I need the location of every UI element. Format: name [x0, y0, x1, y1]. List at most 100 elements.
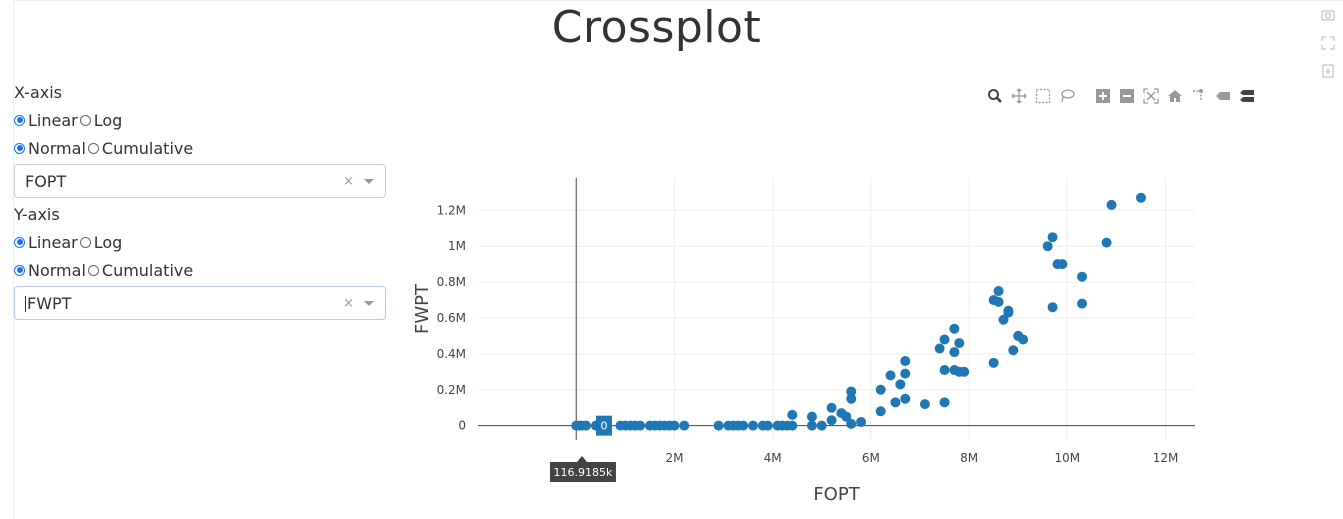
radio-unchecked-icon[interactable]: [87, 264, 99, 276]
data-point[interactable]: [787, 420, 798, 431]
data-point[interactable]: [748, 420, 759, 431]
data-point[interactable]: [787, 409, 798, 420]
data-point[interactable]: [1057, 259, 1068, 270]
zoom-in-icon[interactable]: [1094, 88, 1112, 104]
data-point[interactable]: [885, 370, 896, 381]
radio-unchecked-icon[interactable]: [79, 236, 91, 248]
data-point[interactable]: [856, 417, 867, 428]
data-point[interactable]: [806, 411, 817, 422]
hover-closest-icon[interactable]: [1214, 88, 1232, 104]
data-point[interactable]: [846, 418, 857, 429]
x-scale-linear-option[interactable]: Linear: [14, 111, 78, 130]
data-point[interactable]: [806, 420, 817, 431]
radio-checked-icon[interactable]: [14, 236, 25, 248]
data-point[interactable]: [1042, 241, 1053, 252]
data-point[interactable]: [954, 338, 965, 349]
data-point[interactable]: [1018, 334, 1029, 345]
radio-checked-icon[interactable]: [14, 142, 25, 154]
data-point[interactable]: [939, 397, 950, 408]
data-point[interactable]: [1135, 192, 1146, 203]
radio-checked-icon[interactable]: [14, 114, 25, 126]
data-point[interactable]: [939, 365, 950, 376]
data-point[interactable]: [949, 323, 960, 334]
data-point[interactable]: [669, 420, 680, 431]
fullscreen-icon[interactable]: [1321, 36, 1335, 50]
scatter-plot[interactable]: 2M 4M 6M 8M 10M 12M 0 0.2M 0.4M 0.6M 0.8M 1M 1.2M FOP…: [400, 160, 1220, 515]
y-axis-label: Y-axis: [14, 205, 60, 224]
data-point[interactable]: [949, 347, 960, 358]
x-variable-dropdown[interactable]: FOPT ×: [14, 164, 386, 198]
option-label: Log: [93, 232, 123, 252]
side-toolbar: [1321, 8, 1335, 78]
data-point[interactable]: [1047, 302, 1058, 313]
camera-icon[interactable]: [1321, 8, 1335, 22]
radio-unchecked-icon[interactable]: [79, 114, 91, 126]
y-scale-log-option[interactable]: Log: [79, 232, 123, 252]
y-mode-cumulative-option[interactable]: Cumulative: [87, 261, 193, 280]
data-point[interactable]: [679, 420, 690, 431]
data-point[interactable]: [581, 420, 592, 431]
data-point[interactable]: [1047, 232, 1058, 243]
data-point[interactable]: [846, 386, 857, 397]
option-label: Normal: [28, 260, 86, 280]
chevron-down-icon[interactable]: [364, 300, 374, 306]
data-point[interactable]: [900, 356, 911, 367]
clear-icon[interactable]: ×: [343, 173, 354, 189]
data-point[interactable]: [826, 415, 837, 426]
data-point[interactable]: [1008, 345, 1019, 356]
data-point[interactable]: [900, 368, 911, 379]
data-point[interactable]: [993, 296, 1004, 307]
box-select-icon[interactable]: [1034, 88, 1052, 104]
data-point[interactable]: [875, 406, 886, 417]
data-point[interactable]: [875, 384, 886, 395]
x-mode-normal-option[interactable]: Normal: [14, 139, 86, 158]
x-variable-value: FOPT: [25, 171, 67, 191]
data-point[interactable]: [846, 393, 857, 404]
data-point[interactable]: [826, 402, 837, 413]
download-icon[interactable]: [1321, 64, 1335, 78]
x-scale-log-option[interactable]: Log: [79, 110, 123, 130]
clear-icon[interactable]: ×: [343, 295, 354, 311]
data-point[interactable]: [895, 379, 906, 390]
radio-checked-icon[interactable]: [14, 264, 25, 276]
chevron-down-icon[interactable]: [364, 178, 374, 184]
data-point[interactable]: [993, 286, 1004, 297]
data-point[interactable]: [713, 420, 724, 431]
option-label: Log: [93, 110, 123, 130]
data-point[interactable]: [890, 397, 901, 408]
y-variable-input[interactable]: FWPT: [25, 294, 343, 313]
option-label: Linear: [28, 110, 78, 130]
data-point[interactable]: [762, 420, 773, 431]
y-tick-label: 0.4M: [437, 347, 466, 361]
data-point[interactable]: [959, 366, 970, 377]
data-point[interactable]: [939, 334, 950, 345]
data-point[interactable]: [1077, 298, 1088, 309]
y-mode-normal-option[interactable]: Normal: [14, 261, 86, 280]
data-point[interactable]: [988, 357, 999, 368]
zoom-out-icon[interactable]: [1118, 88, 1136, 104]
radio-unchecked-icon[interactable]: [87, 142, 99, 154]
data-point[interactable]: [738, 420, 749, 431]
data-point[interactable]: [998, 314, 1009, 325]
y-variable-dropdown[interactable]: FWPT ×: [14, 286, 386, 320]
spike-lines-icon[interactable]: [1190, 88, 1208, 104]
pan-icon[interactable]: [1010, 88, 1028, 104]
y-tick-label: 0.2M: [437, 383, 466, 397]
data-point[interactable]: [1077, 271, 1088, 282]
x-mode-cumulative-option[interactable]: Cumulative: [87, 139, 193, 158]
reset-axes-icon[interactable]: [1166, 88, 1184, 104]
data-point[interactable]: [1106, 199, 1117, 210]
autoscale-icon[interactable]: [1142, 88, 1160, 104]
data-point[interactable]: [1101, 237, 1112, 248]
lasso-select-icon[interactable]: [1058, 88, 1076, 104]
data-point[interactable]: [816, 420, 827, 431]
y-scale-linear-option[interactable]: Linear: [14, 233, 78, 252]
zoom-icon[interactable]: [986, 88, 1004, 104]
data-point[interactable]: [635, 420, 646, 431]
data-point[interactable]: [1003, 305, 1014, 316]
data-point[interactable]: [934, 343, 945, 354]
hover-compare-icon[interactable]: [1238, 88, 1256, 104]
data-point[interactable]: [900, 393, 911, 404]
data-point[interactable]: [919, 399, 930, 410]
data-point[interactable]: [841, 411, 852, 422]
